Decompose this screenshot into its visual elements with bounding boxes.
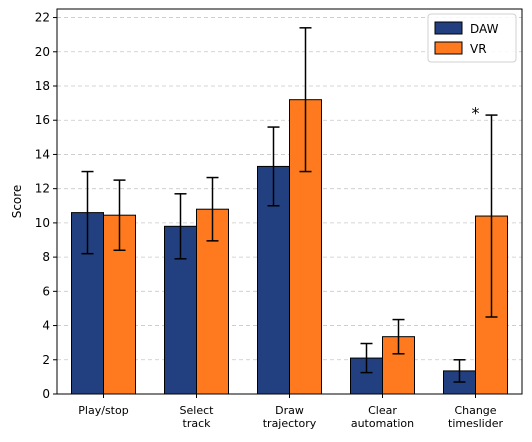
x-tick-label: Change timeslider (448, 404, 503, 430)
significance-marker: * (472, 104, 480, 123)
x-axis: Play/stop Select track Draw trajectory Clear a… (78, 394, 503, 430)
x-tick-label: Clear automation (351, 404, 414, 430)
annotations: * (472, 104, 480, 123)
y-tick-label: 4 (42, 319, 50, 333)
y-axis-title: Score (10, 185, 24, 219)
y-tick-label: 12 (35, 182, 50, 196)
y-tick-label: 14 (35, 147, 50, 161)
y-tick-label: 20 (35, 45, 50, 59)
y-tick-label: 2 (42, 353, 50, 367)
y-tick-label: 6 (42, 284, 50, 298)
y-tick-label: 0 (42, 387, 50, 401)
x-tick-label: Select track (180, 404, 215, 430)
error-bars (81, 27, 498, 383)
legend-swatch-daw (434, 21, 463, 35)
bars (71, 99, 508, 395)
legend-label-vr: VR (470, 42, 487, 56)
y-axis: 0 2 4 6 8 10 12 14 16 18 20 22 (35, 11, 57, 401)
legend-swatch-vr (434, 41, 463, 55)
x-tick-label: Play/stop (78, 404, 128, 417)
x-tick-label: Draw trajectory (263, 404, 317, 430)
y-tick-label: 16 (35, 113, 50, 127)
y-tick-label: 18 (35, 79, 50, 93)
y-tick-label: 8 (42, 250, 50, 264)
legend-label-daw: DAW (470, 22, 499, 36)
legend: DAW VR (427, 13, 517, 63)
y-tick-label: 10 (35, 216, 50, 230)
y-tick-label: 22 (35, 11, 50, 25)
